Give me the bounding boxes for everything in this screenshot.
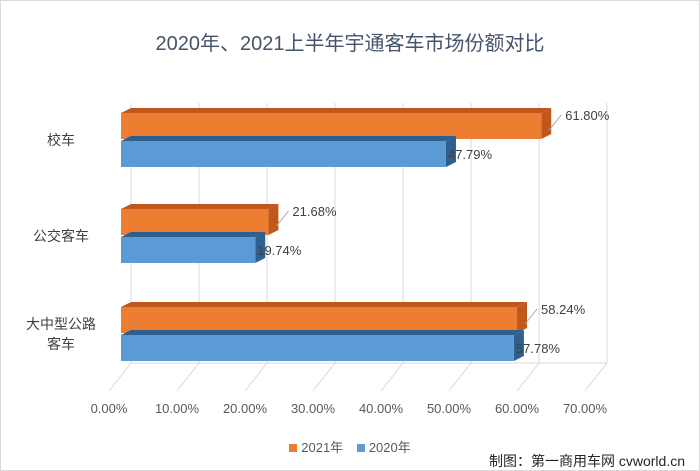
tick-label-1: 10.00% bbox=[155, 401, 200, 416]
floor-line-1 bbox=[176, 362, 200, 392]
bar-end bbox=[255, 232, 266, 263]
bar-front bbox=[121, 237, 256, 263]
floor-line-4 bbox=[380, 362, 404, 392]
bar-front bbox=[121, 141, 446, 167]
chart-title: 2020年、2021上半年宇通客车市场份额对比 bbox=[155, 33, 545, 55]
bar-end bbox=[517, 302, 528, 333]
legend: 2021年 2020年 bbox=[1, 437, 699, 456]
bar-top bbox=[121, 136, 456, 141]
bar-end bbox=[541, 108, 552, 139]
bar-front bbox=[121, 335, 514, 361]
bar-front bbox=[121, 209, 269, 235]
legend-item-2021: 2021年 bbox=[289, 437, 343, 456]
label-leader-2 bbox=[524, 308, 538, 325]
bar-top bbox=[121, 204, 279, 209]
tick-label-6: 60.00% bbox=[495, 401, 540, 416]
floor-line-5 bbox=[448, 362, 472, 392]
bar-2021-0 bbox=[121, 108, 552, 139]
category-label-1: 公交客车 bbox=[33, 228, 89, 244]
tick-label-0: 0.00% bbox=[91, 401, 128, 416]
bar-end bbox=[513, 330, 524, 361]
bar-2021-2 bbox=[121, 302, 528, 333]
label-leader-1 bbox=[276, 210, 289, 227]
floor-line-7 bbox=[584, 362, 608, 392]
floor-line-6 bbox=[516, 362, 540, 392]
data-label-2020-1: 19.74% bbox=[257, 243, 302, 258]
data-label-2021-2: 58.24% bbox=[541, 302, 586, 317]
category-label-2-line-0: 大中型公路 bbox=[26, 316, 96, 332]
bar-top bbox=[121, 302, 528, 307]
bar-2021-1 bbox=[121, 204, 279, 235]
legend-swatch-2021 bbox=[289, 444, 298, 452]
data-label-2020-0: 47.79% bbox=[448, 147, 493, 162]
tick-label-2: 20.00% bbox=[223, 401, 268, 416]
bar-end bbox=[268, 204, 279, 235]
legend-swatch-2020 bbox=[356, 444, 365, 452]
bar-front bbox=[121, 307, 518, 333]
category-label-0: 校车 bbox=[47, 132, 75, 148]
legend-label-2020: 2020年 bbox=[368, 440, 411, 455]
credit-text: 制图：第一商用车网 cvworld.cn bbox=[488, 453, 685, 469]
label-leader-0 bbox=[548, 114, 562, 131]
bar-2020-2 bbox=[121, 330, 524, 361]
floor-line-0 bbox=[108, 362, 132, 392]
tick-label-4: 40.00% bbox=[359, 401, 404, 416]
tick-label-5: 50.00% bbox=[427, 401, 472, 416]
floor-line-2 bbox=[244, 362, 268, 392]
bar-front bbox=[121, 113, 542, 139]
bar-2020-0 bbox=[121, 136, 456, 167]
legend-item-2020: 2020年 bbox=[356, 437, 411, 456]
data-label-2021-0: 61.80% bbox=[565, 108, 610, 123]
bar-end bbox=[445, 136, 456, 167]
category-label-2-line-1: 客车 bbox=[47, 336, 75, 352]
data-label-2021-1: 21.68% bbox=[292, 204, 337, 219]
bar-top bbox=[121, 108, 552, 113]
bar-top bbox=[121, 330, 524, 335]
bar-top bbox=[121, 232, 266, 237]
floor-line-3 bbox=[312, 362, 336, 392]
bar-2020-1 bbox=[121, 232, 266, 263]
tick-label-7: 70.00% bbox=[563, 401, 608, 416]
legend-label-2021: 2021年 bbox=[301, 440, 344, 455]
tick-label-3: 30.00% bbox=[291, 401, 336, 416]
data-label-2020-2: 57.78% bbox=[516, 341, 561, 356]
